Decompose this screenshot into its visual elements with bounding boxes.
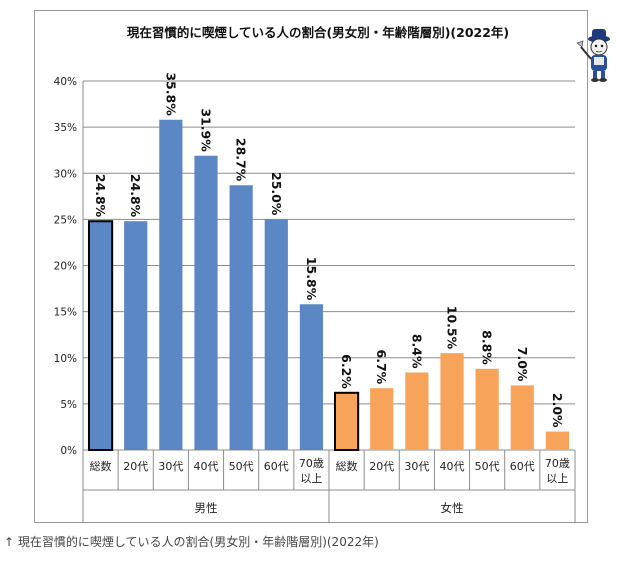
data-label: 24.8%	[93, 174, 108, 218]
category-label: 50代	[229, 460, 254, 473]
bar	[475, 368, 499, 450]
chart-frame: 現在習慣的に喫煙している人の割合(男女別・年齢階層別)(2022年) 0% 5% 1…	[34, 10, 610, 523]
y-tick-label: 15%	[54, 307, 77, 319]
category-label: 総数	[90, 459, 112, 473]
category-label: 50代	[475, 460, 500, 473]
bar	[264, 219, 288, 450]
y-tick-label: 5%	[60, 399, 77, 411]
y-tick-label: 20%	[54, 261, 77, 273]
data-label: 28.7%	[234, 138, 249, 182]
data-label: 8.4%	[409, 334, 424, 369]
category-label: 60代	[510, 460, 535, 473]
data-label: 25.0%	[269, 172, 284, 216]
bar	[229, 185, 253, 450]
bar	[299, 304, 324, 450]
y-tick-label: 10%	[54, 353, 77, 365]
data-label: 24.8%	[128, 174, 143, 218]
category-label: 以上	[300, 472, 322, 485]
category-label: 60代	[264, 460, 289, 473]
x-axis-groups: 男性 女性	[195, 501, 464, 515]
data-label: 2.0%	[550, 393, 565, 428]
data-label: 31.9%	[199, 108, 214, 152]
group-label: 男性	[195, 501, 218, 515]
data-label: 35.8%	[163, 72, 178, 116]
data-label: 8.8%	[480, 330, 495, 365]
chart-title: 現在習慣的に喫煙している人の割合(男女別・年齢階層別)(2022年)	[127, 25, 509, 40]
data-label: 10.5%	[445, 306, 460, 350]
bar	[545, 431, 570, 450]
data-label: 15.8%	[304, 257, 319, 301]
bar	[405, 372, 429, 450]
category-label: 40代	[440, 460, 465, 473]
bar	[370, 388, 394, 450]
y-tick-label: 30%	[54, 168, 77, 180]
y-tick-label: 35%	[54, 122, 77, 134]
bars	[87, 119, 570, 451]
category-label: 40代	[194, 460, 219, 473]
bar	[510, 385, 534, 450]
cat-mascot-icon	[576, 29, 610, 82]
bar	[440, 353, 464, 450]
category-label: 20代	[123, 460, 148, 473]
bar	[194, 155, 218, 450]
data-label: 6.7%	[374, 350, 389, 385]
bar	[159, 119, 183, 451]
gridlines	[82, 80, 576, 523]
data-label: 7.0%	[515, 347, 530, 382]
bar-chart: 現在習慣的に喫煙している人の割合(男女別・年齢階層別)(2022年) 0% 5% 1…	[54, 25, 576, 523]
data-labels: 24.8% 24.8% 35.8% 31.9% 28.7% 25.0% 15.8% 6.2% 6…	[93, 72, 565, 428]
y-axis-ticks: 0% 5% 10% 15% 20% 25% 30% 35% 40%	[54, 76, 77, 457]
bar	[87, 220, 114, 451]
category-label: 総数	[336, 459, 358, 473]
y-tick-label: 0%	[60, 445, 77, 457]
category-label: 20代	[369, 460, 394, 473]
bar	[333, 391, 360, 451]
figure-caption: ↑ 現在習慣的に喫煙している人の割合(男女別・年齢階層別)(2022年)	[4, 535, 379, 549]
group-label: 女性	[441, 501, 464, 515]
y-tick-label: 40%	[54, 76, 77, 88]
category-label: 70歳	[299, 457, 324, 470]
data-label: 6.2%	[339, 354, 354, 389]
category-label: 70歳	[545, 457, 570, 470]
bar	[124, 221, 148, 450]
category-label: 30代	[404, 460, 429, 473]
category-label: 以上	[546, 472, 568, 485]
category-label: 30代	[158, 460, 183, 473]
y-tick-label: 25%	[54, 214, 77, 226]
